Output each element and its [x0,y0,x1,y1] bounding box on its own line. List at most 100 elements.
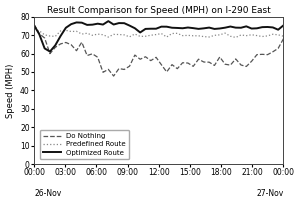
Optimized Route [165,25,169,28]
Optimized Route [80,21,84,24]
Predefined Route [32,28,36,31]
Do Nothing [53,46,57,49]
Optimized Route [48,50,52,53]
Do Nothing [218,56,222,58]
Optimized Route [144,28,147,30]
Predefined Route [218,34,222,36]
Optimized Route [255,27,259,30]
Predefined Route [101,34,105,36]
Predefined Route [59,30,62,32]
Do Nothing [154,56,158,59]
Predefined Route [207,36,211,38]
Optimized Route [112,23,116,26]
Optimized Route [59,35,62,37]
Optimized Route [96,22,100,25]
Do Nothing [32,23,36,26]
Do Nothing [80,41,84,43]
Optimized Route [75,21,78,24]
Predefined Route [271,33,275,35]
Predefined Route [133,33,137,35]
Optimized Route [181,27,184,29]
Optimized Route [106,20,110,22]
Optimized Route [138,31,142,34]
Optimized Route [266,26,269,28]
Optimized Route [276,28,280,31]
Predefined Route [112,33,116,36]
Optimized Route [271,26,275,29]
Optimized Route [122,22,126,24]
Title: Result Comparison for Speed (MPH) on I-290 East: Result Comparison for Speed (MPH) on I-2… [47,6,271,15]
Optimized Route [117,22,121,24]
Predefined Route [250,34,253,36]
Predefined Route [91,34,94,36]
Predefined Route [38,30,41,32]
Do Nothing [181,62,184,64]
Legend: Do Nothing, Predefined Route, Optimized Route: Do Nothing, Predefined Route, Optimized … [40,130,130,159]
Optimized Route [197,28,200,30]
Do Nothing [223,63,227,65]
Optimized Route [176,27,179,29]
Predefined Route [75,30,78,32]
Optimized Route [202,27,206,30]
Predefined Route [266,35,269,37]
Predefined Route [234,36,238,39]
Do Nothing [255,53,259,56]
Predefined Route [255,34,259,37]
Predefined Route [202,35,206,38]
Predefined Route [96,33,100,35]
Do Nothing [138,58,142,60]
Predefined Route [138,35,142,38]
Predefined Route [260,35,264,38]
Line: Optimized Route: Optimized Route [34,21,284,52]
Optimized Route [128,24,131,27]
Optimized Route [154,28,158,30]
Do Nothing [91,53,94,55]
Line: Predefined Route: Predefined Route [34,29,284,37]
Optimized Route [191,27,195,29]
Predefined Route [117,33,121,36]
Do Nothing [282,38,285,40]
Do Nothing [213,64,216,67]
Y-axis label: Speed (MPH): Speed (MPH) [6,63,15,118]
Optimized Route [32,24,36,26]
Do Nothing [43,37,46,39]
Do Nothing [38,33,41,35]
Predefined Route [160,32,163,35]
Do Nothing [170,63,174,66]
Predefined Route [106,36,110,38]
Predefined Route [43,34,46,36]
Optimized Route [186,26,190,29]
Optimized Route [234,26,238,29]
Predefined Route [213,34,216,37]
Text: 27-Nov: 27-Nov [256,189,284,198]
Predefined Route [122,34,126,36]
Do Nothing [260,53,264,56]
Do Nothing [250,60,253,62]
Text: 26-Nov: 26-Nov [34,189,61,198]
Optimized Route [282,24,285,27]
Optimized Route [149,28,153,30]
Predefined Route [229,35,232,37]
Do Nothing [276,47,280,50]
Do Nothing [112,75,116,77]
Do Nothing [271,51,275,53]
Do Nothing [101,71,105,73]
Do Nothing [106,68,110,71]
Predefined Route [69,30,73,33]
Do Nothing [266,53,269,56]
Do Nothing [197,58,200,60]
Do Nothing [244,65,248,68]
Predefined Route [223,32,227,34]
Optimized Route [133,27,137,29]
Predefined Route [191,35,195,37]
Optimized Route [218,27,222,30]
Do Nothing [69,44,73,46]
Predefined Route [165,36,169,38]
Predefined Route [282,35,285,37]
Do Nothing [75,49,78,52]
Predefined Route [128,36,131,38]
Optimized Route [229,25,232,28]
Do Nothing [239,64,243,66]
Do Nothing [122,68,126,71]
Predefined Route [144,35,147,37]
